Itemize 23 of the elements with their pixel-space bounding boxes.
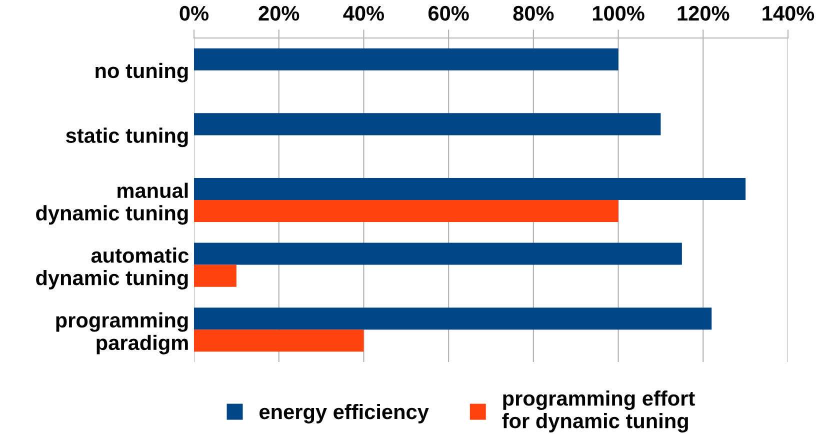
x-tick-label: 0% — [180, 6, 209, 21]
y-tick-label: automatic dynamic tuning — [36, 248, 189, 290]
bar — [194, 113, 661, 136]
legend-label: programming effort for dynamic tuning — [502, 390, 695, 433]
legend-label: energy efficiency — [260, 404, 429, 424]
y-tick-label: manual dynamic tuning — [36, 182, 188, 225]
x-tick-label: 140% — [762, 6, 814, 21]
x-tick-label: 60% — [428, 6, 469, 21]
y-tick-label: programming paradigm — [56, 312, 188, 354]
x-tick-label: 100% — [592, 6, 644, 21]
x-tick-label: 120% — [678, 6, 730, 21]
bar — [194, 330, 364, 352]
y-tick-label: no tuning — [96, 62, 188, 82]
bar — [194, 264, 236, 287]
bar — [194, 178, 746, 200]
x-tick-label: 40% — [343, 6, 384, 21]
x-tick-label: 20% — [258, 6, 300, 21]
bar — [194, 242, 682, 265]
y-tick-label: static tuning — [66, 128, 188, 148]
bar — [194, 200, 618, 222]
bar — [194, 48, 618, 70]
bar — [194, 308, 712, 330]
x-tick-label: 80% — [513, 6, 554, 21]
